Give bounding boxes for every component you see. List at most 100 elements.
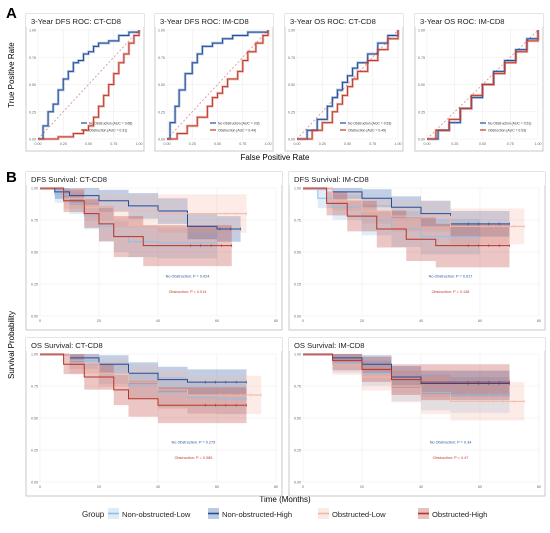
roc-legend-label: Obstruction (AUC = 0.44) xyxy=(218,128,256,132)
x-tick-label: 0.50 xyxy=(214,142,221,146)
y-tick-label: 0.00 xyxy=(31,481,38,485)
roc-legend-label: Obstruction (AUC = 0.31) xyxy=(89,128,127,132)
x-tick-label: 0.25 xyxy=(451,142,458,146)
y-tick-label: 1.00 xyxy=(418,29,425,33)
y-tick-label: 0.25 xyxy=(294,449,301,453)
y-tick-label: 0.75 xyxy=(158,56,165,60)
x-tick-label: 20 xyxy=(97,485,101,489)
chart-panel-0: 3-Year DFS ROC: CT-CD8 0.00 0.25 0.50 0.75 1.… xyxy=(26,14,144,151)
legend-item-label: Obstructed-High xyxy=(432,510,487,519)
y-tick-label: 0.75 xyxy=(418,56,425,60)
legend-item-label: Non-obstructed-Low xyxy=(122,510,191,519)
panel-title: 3-Year DFS ROC: CT-CD8 xyxy=(31,17,121,26)
y-tick-label: 1.00 xyxy=(31,353,38,357)
y-tick-label: 0.75 xyxy=(294,219,301,223)
legend-title: Group xyxy=(82,510,105,519)
x-tick-label: 40 xyxy=(156,319,160,323)
y-tick-label: 0.50 xyxy=(288,83,295,87)
x-tick-label: 0 xyxy=(302,319,304,323)
y-tick-label: 0.50 xyxy=(418,83,425,87)
panels: 3-Year DFS ROC: CT-CD8 0.00 0.25 0.50 0.75 1.… xyxy=(26,14,545,496)
roc-legend-label: No Obstruction (AUC = 0.8) xyxy=(218,121,260,125)
p-value-annotation: Obstruction: P = 0.014 xyxy=(169,290,207,294)
x-tick-label: 1.00 xyxy=(535,142,542,146)
x-tick-label: 1.00 xyxy=(395,142,402,146)
panel-title: 3-Year DFS ROC: IM-CD8 xyxy=(160,17,249,26)
y-tick-label: 0.00 xyxy=(294,315,301,319)
y-tick-label: 0.50 xyxy=(29,83,36,87)
y-tick-label: 0.50 xyxy=(294,251,301,255)
y-tick-label: 0.00 xyxy=(31,315,38,319)
x-tick-label: 20 xyxy=(97,319,101,323)
y-tick-label: 1.00 xyxy=(294,353,301,357)
x-tick-label: 80 xyxy=(537,319,541,323)
x-tick-label: 80 xyxy=(537,485,541,489)
roc-legend-label: Obstruction (AUC = 0.49) xyxy=(348,128,386,132)
y-tick-label: 0.00 xyxy=(294,481,301,485)
x-tick-label: 1.00 xyxy=(136,142,143,146)
p-value-annotation: No Obstruction: P = 0.024 xyxy=(166,275,210,279)
x-tick-label: 0.50 xyxy=(479,142,486,146)
roc-legend-label: Obstruction (AUC = 0.53) xyxy=(488,128,526,132)
y-tick-label: 0.50 xyxy=(294,417,301,421)
panel-a-label: A xyxy=(6,5,17,22)
y-tick-label: 0.00 xyxy=(29,138,36,142)
x-tick-label: 0.75 xyxy=(369,142,376,146)
x-tick-label: 20 xyxy=(360,485,364,489)
y-tick-label: 0.25 xyxy=(288,110,295,114)
x-tick-label: 0.50 xyxy=(85,142,92,146)
p-value-annotation: No Obstruction: P = 0.275 xyxy=(172,441,216,445)
y-tick-label: 0.25 xyxy=(29,110,36,114)
x-tick-label: 0.00 xyxy=(424,142,431,146)
y-tick-label: 1.00 xyxy=(31,187,38,191)
y-tick-label: 0.00 xyxy=(418,138,425,142)
y-tick-label: 0.00 xyxy=(288,138,295,142)
x-tick-label: 0.00 xyxy=(164,142,171,146)
x-tick-label: 60 xyxy=(478,319,482,323)
y-tick-label: 0.25 xyxy=(158,110,165,114)
roc-legend-label: No Obstruction (AUC = 0.51) xyxy=(488,121,531,125)
p-value-annotation: No Obstruction: P = 0.017 xyxy=(429,275,473,279)
y-tick-label: 1.00 xyxy=(158,29,165,33)
y-tick-label: 0.00 xyxy=(158,138,165,142)
x-tick-label: 0.25 xyxy=(319,142,326,146)
x-tick-label: 0 xyxy=(39,485,41,489)
chart-panel-7: OS Survival: IM-CD8 0.00 0.25 0.50 0.75 1.00 0… xyxy=(289,338,545,496)
x-tick-label: 40 xyxy=(419,319,423,323)
x-tick-label: 0 xyxy=(39,319,41,323)
x-tick-label: 60 xyxy=(478,485,482,489)
y-tick-label: 0.75 xyxy=(31,219,38,223)
y-tick-label: 1.00 xyxy=(29,29,36,33)
y-tick-label: 0.25 xyxy=(418,110,425,114)
y-tick-label: 0.25 xyxy=(294,283,301,287)
x-tick-label: 0.75 xyxy=(239,142,246,146)
x-tick-label: 20 xyxy=(360,319,364,323)
y-tick-label: 1.00 xyxy=(288,29,295,33)
x-tick-label: 40 xyxy=(156,485,160,489)
panel-title: OS Survival: IM-CD8 xyxy=(294,341,364,350)
legend: Group Non-obstructed-Low Non-obstructed-Hi… xyxy=(82,508,487,519)
y-tick-label: 0.75 xyxy=(31,385,38,389)
panel-title: OS Survival: CT-CD8 xyxy=(31,341,103,350)
y-tick-label: 1.00 xyxy=(294,187,301,191)
y-tick-label: 0.75 xyxy=(294,385,301,389)
y-tick-label: 0.25 xyxy=(31,283,38,287)
x-tick-label: 60 xyxy=(215,485,219,489)
km-y-axis-label: Survival Probability xyxy=(7,311,16,379)
y-tick-label: 0.50 xyxy=(31,251,38,255)
y-tick-label: 0.25 xyxy=(31,449,38,453)
y-tick-label: 0.75 xyxy=(29,56,36,60)
x-tick-label: 0.75 xyxy=(110,142,117,146)
chart-panel-5: DFS Survival: IM-CD8 0.00 0.25 0.50 0.75 1.00… xyxy=(289,172,545,330)
legend-item-label: Non-obstructed-High xyxy=(222,510,292,519)
panel-b-label: B xyxy=(6,169,17,186)
x-tick-label: 0.50 xyxy=(344,142,351,146)
x-tick-label: 0 xyxy=(302,485,304,489)
x-tick-label: 1.00 xyxy=(265,142,272,146)
y-tick-label: 0.75 xyxy=(288,56,295,60)
roc-legend-label: No Obstruction (AUC = 0.68) xyxy=(89,121,132,125)
x-tick-label: 0.00 xyxy=(35,142,42,146)
p-value-annotation: Obstruction: P = 0.47 xyxy=(433,456,469,460)
